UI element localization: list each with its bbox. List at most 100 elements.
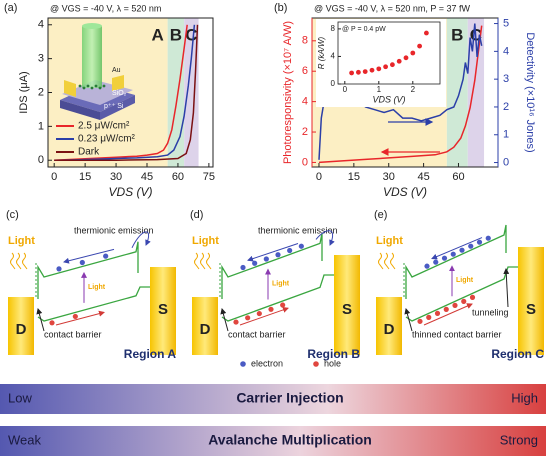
x-tick-label: 15 bbox=[79, 171, 91, 183]
inset-label: SiO₂ bbox=[112, 90, 127, 97]
flake-dot bbox=[98, 86, 102, 90]
beam-top bbox=[82, 23, 102, 29]
scatter-point bbox=[369, 67, 375, 73]
scatter-point bbox=[403, 55, 409, 61]
band-diagram: (d) Light D S Light thermionic emission contac… bbox=[190, 209, 360, 361]
bar-title: Avalanche Multiplication bbox=[208, 432, 372, 448]
panel-label: (e) bbox=[374, 209, 387, 221]
substrate-side bbox=[60, 100, 100, 120]
region-label: Region A bbox=[124, 347, 177, 361]
drain-label: D bbox=[16, 321, 27, 338]
y-tick-label: 2 bbox=[302, 126, 308, 138]
hole bbox=[461, 298, 467, 304]
legend-label: 2.5 μW/cm² bbox=[78, 121, 130, 132]
valence-band bbox=[221, 274, 334, 322]
electron bbox=[468, 243, 474, 249]
x-tick-label: 75 bbox=[203, 171, 215, 183]
hole bbox=[452, 302, 458, 308]
light-ray bbox=[384, 252, 390, 270]
scatter-point bbox=[349, 70, 354, 76]
scatter-point bbox=[390, 62, 395, 68]
emission-arrow bbox=[315, 230, 335, 246]
electron bbox=[433, 259, 439, 265]
hole bbox=[280, 302, 286, 308]
y2-tick-label: 3 bbox=[503, 73, 509, 85]
region bbox=[184, 18, 199, 167]
electrode-l bbox=[64, 80, 76, 97]
flake-dot bbox=[86, 84, 90, 88]
photo-label: Light bbox=[456, 277, 474, 284]
light-beam bbox=[82, 26, 102, 88]
y-tick-label: 0 bbox=[38, 154, 44, 166]
light-ray bbox=[390, 252, 396, 270]
carrier-arrow bbox=[431, 237, 483, 260]
legend-label: hole bbox=[324, 358, 341, 368]
light-ray bbox=[10, 252, 16, 270]
scatter-point bbox=[417, 43, 422, 49]
drain-block bbox=[192, 297, 218, 355]
conduction-band bbox=[405, 224, 507, 299]
scatter-point bbox=[410, 50, 416, 56]
y-tick-label: 1 bbox=[38, 120, 44, 132]
region bbox=[446, 18, 468, 167]
inset-y-label: R (kA/W) bbox=[317, 36, 326, 69]
electrode-r bbox=[112, 75, 124, 91]
flake-dot bbox=[94, 84, 98, 88]
region-label: A bbox=[151, 25, 163, 44]
inset-title: @ P = 0.4 pW bbox=[342, 26, 386, 33]
carrier-arrow bbox=[63, 248, 115, 264]
y-tick-label: 6 bbox=[302, 65, 308, 77]
region-label: B bbox=[451, 25, 463, 44]
bar-left: Low bbox=[8, 390, 32, 405]
carrier-arrow bbox=[239, 307, 289, 326]
source-label: S bbox=[342, 301, 352, 318]
panel-label: (d) bbox=[190, 209, 203, 221]
electron bbox=[287, 247, 293, 254]
y2-axis-label: Detectivity (×10¹⁶ Jones) bbox=[524, 32, 536, 152]
x-tick-label: 2 bbox=[411, 85, 416, 94]
conduction-band bbox=[221, 233, 323, 299]
x-axis-label: VDS (V) bbox=[108, 185, 152, 199]
y-tick-label: 2 bbox=[38, 86, 44, 98]
valence-band bbox=[37, 286, 150, 322]
light-ray bbox=[378, 252, 384, 270]
electron bbox=[263, 256, 269, 262]
light-ray bbox=[16, 252, 22, 270]
x-tick-label: 60 bbox=[172, 171, 184, 183]
y-axis-label: Photoresponsivity (×10⁷ A/W) bbox=[282, 21, 294, 164]
light-label: Light bbox=[192, 235, 219, 247]
x-tick-label: 45 bbox=[141, 171, 153, 183]
electron bbox=[476, 239, 483, 245]
y-tick-label: 4 bbox=[331, 52, 336, 61]
y2-tick-label: 4 bbox=[503, 45, 509, 57]
legend-label: electron bbox=[251, 358, 283, 368]
gradient-bar bbox=[0, 426, 546, 456]
electron bbox=[103, 253, 109, 259]
inset-label: Au bbox=[112, 67, 121, 74]
hole bbox=[268, 306, 274, 312]
electron bbox=[252, 260, 258, 266]
scatter-point bbox=[424, 30, 429, 36]
x-tick-label: 30 bbox=[110, 171, 122, 183]
annotation: contact barrier bbox=[228, 329, 286, 339]
inset-label: p⁺⁺ Si bbox=[104, 103, 124, 110]
flake-dot bbox=[102, 84, 106, 88]
y-tick-label: 0 bbox=[302, 156, 308, 168]
light-ray bbox=[206, 252, 212, 270]
drain-block bbox=[376, 297, 402, 355]
barrier-pointer bbox=[36, 308, 45, 332]
chart-title: @ VGS = -40 V, λ = 520 nm bbox=[50, 3, 161, 13]
valence-band bbox=[405, 266, 518, 322]
y-axis-label: IDS (μA) bbox=[18, 71, 30, 113]
scatter-point bbox=[362, 69, 368, 74]
hole bbox=[426, 314, 432, 320]
hole bbox=[417, 318, 423, 324]
y-tick-label: 8 bbox=[331, 24, 336, 33]
conduction-band bbox=[37, 241, 139, 299]
y2-tick-label: 1 bbox=[503, 129, 509, 141]
y-tick-label: 4 bbox=[302, 96, 308, 108]
series-line bbox=[54, 24, 196, 161]
barrier-pointer bbox=[220, 308, 229, 332]
electron bbox=[79, 259, 85, 266]
